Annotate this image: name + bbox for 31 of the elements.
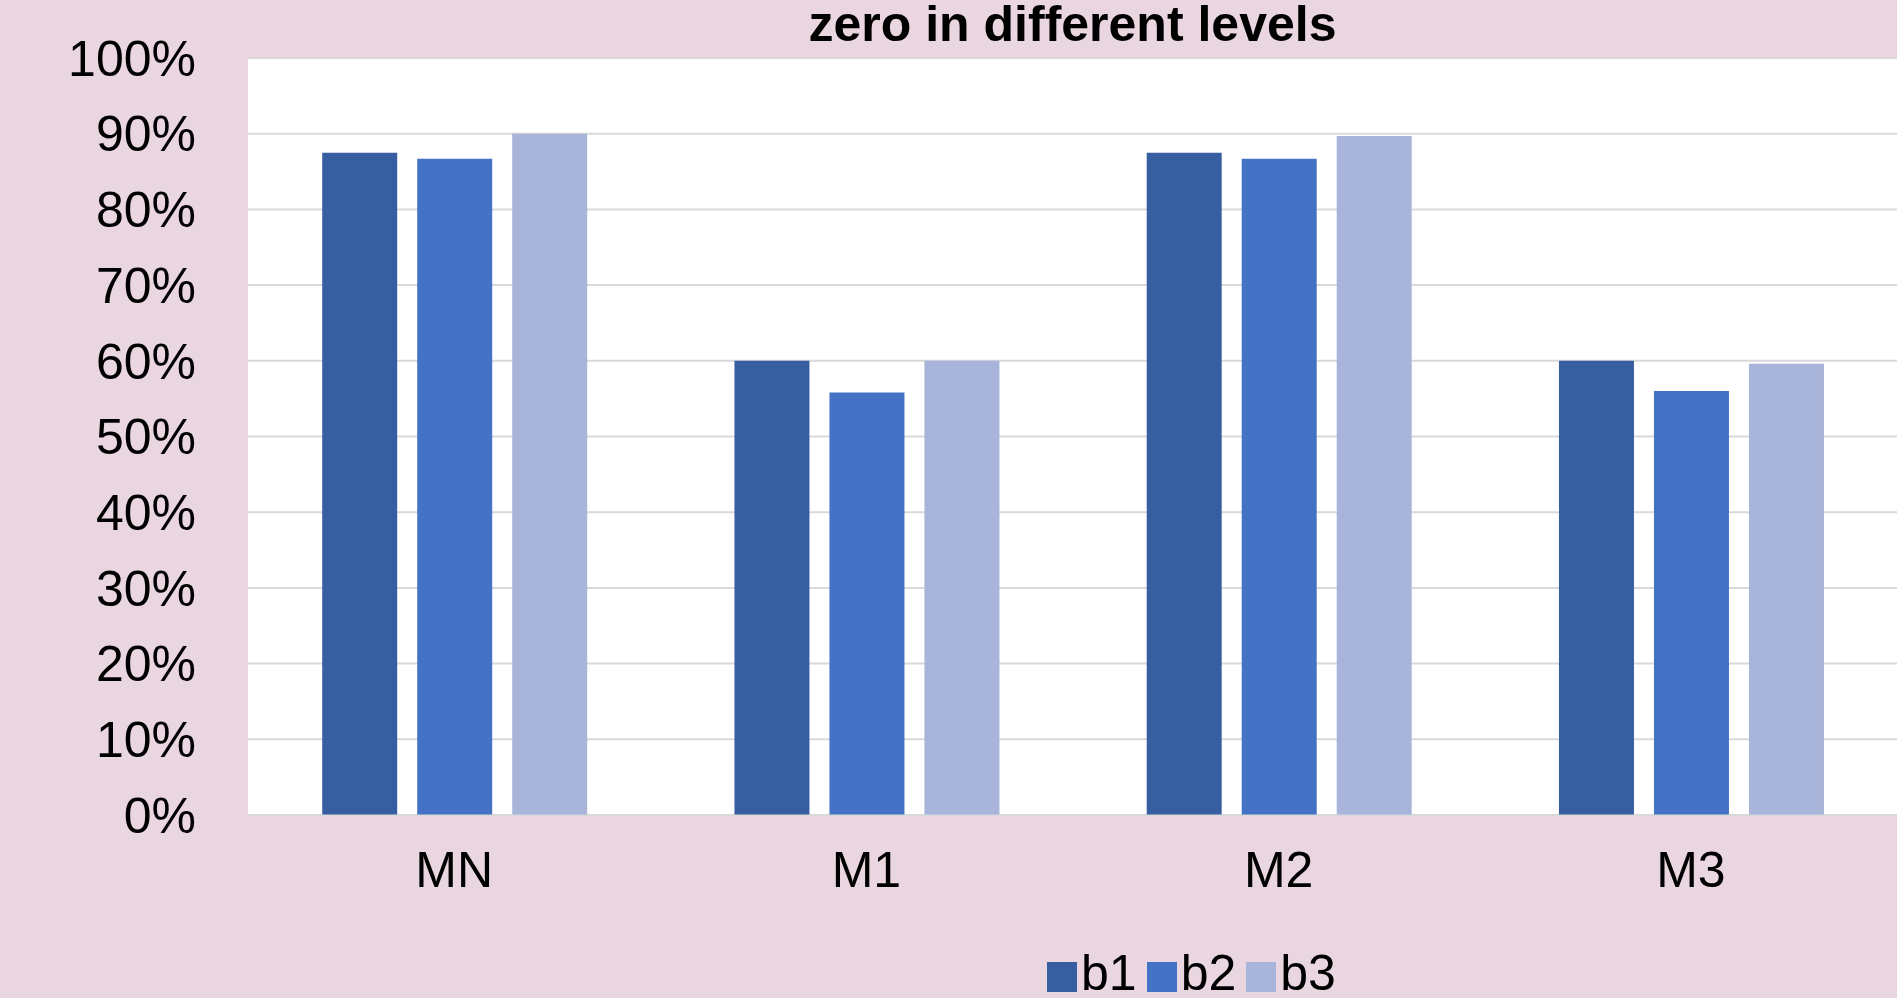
bar <box>924 360 1000 815</box>
y-tick-label: 80% <box>95 182 196 239</box>
chart-title: zero in different levels <box>807 0 1338 54</box>
y-tick-label: 0% <box>123 787 196 844</box>
y-tick-label: 10% <box>95 712 196 769</box>
x-tick-label: M3 <box>1656 841 1726 898</box>
legend-label: b2 <box>1180 945 1237 998</box>
y-tick-label: 40% <box>95 484 196 541</box>
bar <box>1653 391 1729 815</box>
bar <box>1558 360 1634 815</box>
bar <box>322 152 398 815</box>
y-tick-label: 90% <box>95 106 196 163</box>
y-tick-label: 100% <box>68 30 196 87</box>
x-tick-label: M2 <box>1243 841 1314 898</box>
legend-label: b1 <box>1081 945 1137 998</box>
bar <box>734 360 810 815</box>
y-tick-label: 30% <box>95 560 196 617</box>
y-tick-label: 70% <box>95 257 196 314</box>
x-tick-label: MN <box>415 841 494 898</box>
bar <box>1748 363 1824 815</box>
bar <box>417 158 493 815</box>
legend-label: b3 <box>1280 945 1336 998</box>
bar <box>829 392 905 815</box>
bar <box>1241 158 1317 815</box>
y-tick-label: 50% <box>95 409 196 466</box>
bar <box>1336 135 1412 815</box>
bar <box>512 133 588 815</box>
bar <box>1146 152 1222 815</box>
y-tick-label: 20% <box>95 636 196 693</box>
y-tick-label: 60% <box>95 333 196 390</box>
x-tick-label: M1 <box>831 841 902 898</box>
